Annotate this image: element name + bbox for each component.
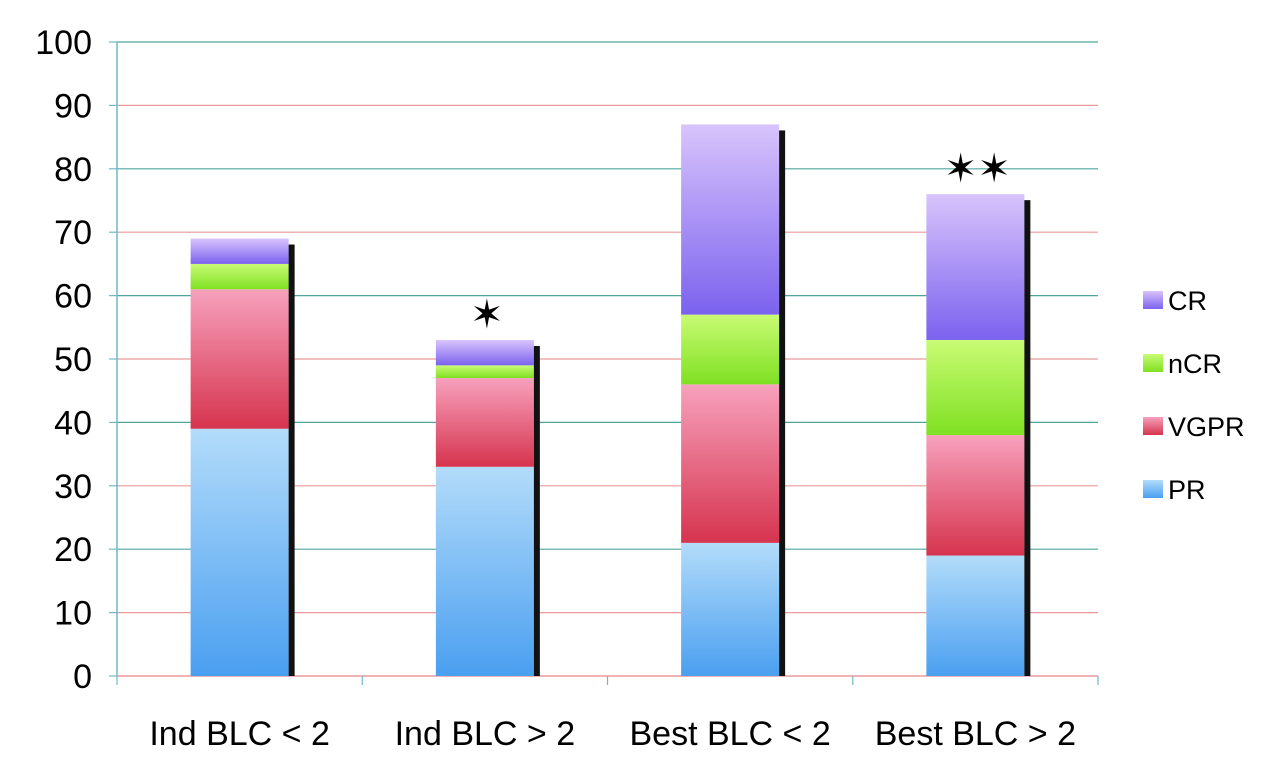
bar-segment-cr [435,339,534,366]
bar-shadow [1024,200,1031,676]
bar-group-best-blc-2 [681,124,786,677]
y-tick-label: 40 [54,404,92,442]
bar-segment-ncr [681,314,780,385]
bar-segment-vgpr [681,384,780,543]
legend-item-vgpr: VGPR [1143,412,1245,442]
y-tick-label: 50 [54,341,92,379]
y-tick-label: 80 [54,151,92,189]
bar-segment-pr [926,555,1025,676]
y-tick-label: 90 [54,87,92,125]
legend: CR nCR VGPR PR [1143,286,1245,505]
bar-shadow [288,244,295,677]
y-tick-label: 10 [54,595,92,633]
bar-segment-ncr [926,339,1025,436]
legend-swatch [1143,417,1163,435]
legend-item-cr: CR [1143,286,1207,316]
bar-group-ind-blc-2 [190,238,295,677]
bar-group-best-blc-2 [926,194,1031,676]
bars [190,124,1031,677]
bar-shadow [533,345,540,676]
y-tick-label: 0 [73,658,92,696]
bar-segment-ncr [190,263,289,290]
legend-swatch [1143,354,1163,372]
bar-group-ind-blc-2 [435,339,540,676]
y-tick-label: 60 [54,278,92,316]
bar-segment-cr [190,238,289,264]
bar-segment-vgpr [190,289,289,429]
x-category-label: Best BLC > 2 [875,715,1076,753]
significance-marker: ✶ [470,292,504,338]
x-axis-labels: Ind BLC < 2 Ind BLC > 2 Best BLC < 2 Best B… [149,715,1076,753]
y-tick-label: 20 [54,531,92,569]
significance-marker: ✶✶ [944,146,1011,192]
bar-segment-cr [926,194,1025,340]
legend-label: VGPR [1168,412,1245,442]
legend-label: PR [1168,475,1206,505]
y-tick-label: 100 [35,24,92,62]
annotations: ✶✶✶ [470,146,1011,338]
bar-segment-vgpr [435,378,534,467]
bar-segment-cr [681,124,780,315]
legend-item-pr: PR [1143,475,1206,505]
bar-segment-ncr [435,365,534,379]
y-axis-ticks: 0 10 20 30 40 50 60 70 80 90 100 [35,24,117,696]
x-category-label: Ind BLC < 2 [149,715,330,753]
bar-shadow [779,130,786,677]
y-tick-label: 70 [54,214,92,252]
y-tick-label: 30 [54,468,92,506]
x-category-label: Best BLC < 2 [629,715,830,753]
bar-segment-pr [435,466,534,676]
legend-swatch [1143,480,1163,498]
bar-segment-pr [681,542,780,676]
legend-swatch [1143,291,1163,309]
bar-segment-vgpr [926,435,1025,556]
x-category-label: Ind BLC > 2 [395,715,576,753]
legend-item-ncr: nCR [1143,349,1222,379]
legend-label: nCR [1168,349,1222,379]
legend-label: CR [1168,286,1207,316]
bar-segment-pr [190,428,289,676]
